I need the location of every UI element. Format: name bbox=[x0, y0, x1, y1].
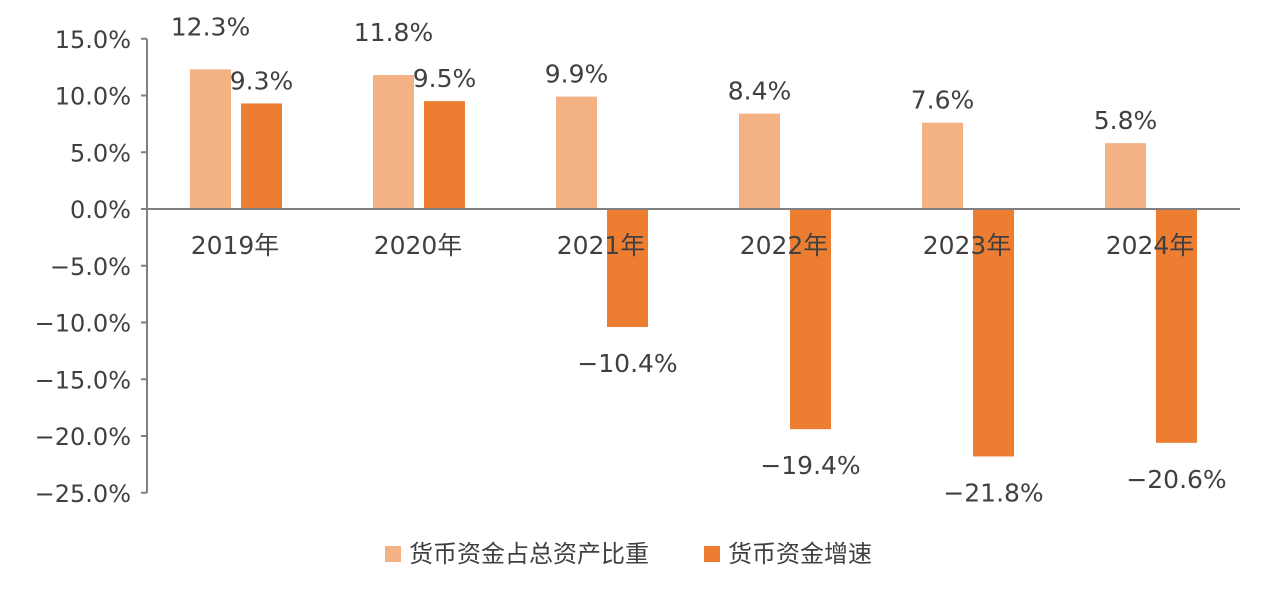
data-label-series-1: 11.8% bbox=[354, 18, 433, 47]
bar-series-1-2 bbox=[373, 75, 414, 209]
y-tick-label: 5.0% bbox=[70, 139, 131, 167]
legend: 货币资金占总资产比重 货币资金增速 bbox=[385, 540, 872, 568]
x-category-label: 2021年 bbox=[557, 231, 646, 260]
bar-series-2-5 bbox=[973, 209, 1014, 457]
x-category-label: 2019年 bbox=[191, 231, 280, 260]
bars bbox=[190, 69, 1197, 457]
x-category-label: 2023年 bbox=[923, 231, 1012, 260]
bar-series-2-6 bbox=[1156, 209, 1197, 443]
data-label-series-1: 8.4% bbox=[728, 77, 792, 106]
data-label-series-2: −19.4% bbox=[760, 451, 860, 480]
bar-series-2-2 bbox=[424, 101, 465, 209]
data-label-series-2: −21.8% bbox=[943, 478, 1043, 507]
data-label-series-2: −10.4% bbox=[577, 349, 677, 378]
legend-label-1: 货币资金占总资产比重 bbox=[409, 540, 649, 568]
y-tick-label: −5.0% bbox=[50, 253, 131, 281]
x-category-label: 2024年 bbox=[1106, 231, 1195, 260]
y-tick-label: 0.0% bbox=[70, 196, 131, 224]
y-tick-label: 10.0% bbox=[55, 83, 131, 111]
legend-swatch-2 bbox=[704, 546, 720, 562]
legend-swatch-1 bbox=[385, 546, 401, 562]
bar-series-2-1 bbox=[241, 103, 282, 209]
data-label-series-1: 7.6% bbox=[911, 86, 975, 115]
bar-series-1-5 bbox=[922, 122, 963, 209]
legend-label-2: 货币资金增速 bbox=[728, 540, 872, 568]
data-label-series-1: 5.8% bbox=[1094, 106, 1158, 135]
x-category-label: 2022年 bbox=[740, 231, 829, 260]
bar-series-1-1 bbox=[190, 69, 231, 210]
x-axis: 2019年 2020年 2021年 2022年 2023年 2024年 bbox=[147, 208, 1240, 260]
bar-series-1-4 bbox=[739, 113, 780, 209]
bar-series-1-6 bbox=[1105, 143, 1146, 209]
data-label-series-1: 12.3% bbox=[171, 12, 250, 41]
y-tick-label: −15.0% bbox=[35, 366, 131, 394]
data-labels: 12.3% 11.8% 9.9% 8.4% 7.6% 5.8% 9.3% 9.5% −10.4%… bbox=[171, 12, 1227, 507]
data-label-series-2: 9.3% bbox=[230, 66, 294, 95]
y-axis: 15.0% 10.0% 5.0% 0.0% −5.0% −10.0% −15.0% −20.0… bbox=[35, 26, 148, 508]
y-tick-label: −10.0% bbox=[35, 310, 131, 338]
y-tick-label: 15.0% bbox=[55, 26, 131, 54]
data-label-series-2: 9.5% bbox=[413, 64, 477, 93]
x-category-label: 2020年 bbox=[374, 231, 463, 260]
bar-series-1-3 bbox=[556, 96, 597, 209]
data-label-series-1: 9.9% bbox=[545, 60, 609, 89]
bar-series-2-4 bbox=[790, 209, 831, 430]
data-label-series-2: −20.6% bbox=[1126, 465, 1226, 494]
y-tick-label: −25.0% bbox=[35, 480, 131, 508]
y-tick-label: −20.0% bbox=[35, 423, 131, 451]
bar-series-2-3 bbox=[607, 209, 648, 328]
